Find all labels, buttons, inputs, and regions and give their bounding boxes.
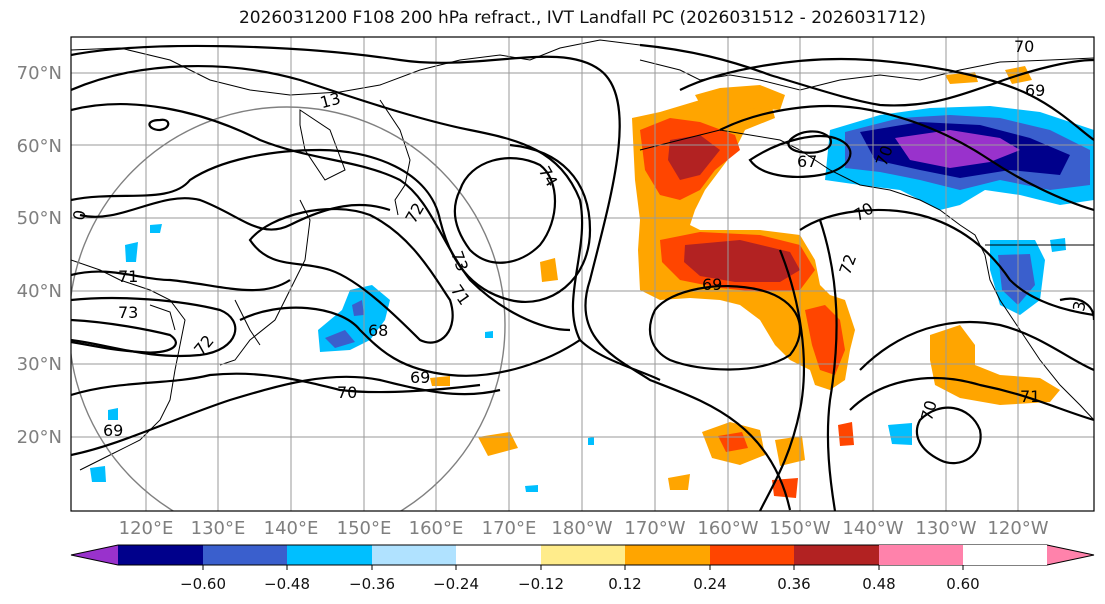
lon-label: 120°E: [119, 518, 174, 539]
colorbar-tick-label: 0.12: [608, 575, 641, 593]
map-title: 2026031200 F108 200 hPa refract., IVT La…: [238, 8, 926, 28]
colorbar-outline: [70, 544, 1095, 566]
lon-label: 160°E: [409, 518, 464, 539]
ivt-negative-lightblue-region: [108, 408, 118, 420]
colorbar-tick-label: 0.36: [777, 575, 810, 593]
colorbar-segment: [118, 545, 203, 565]
colorbar-tick-label: 0.48: [862, 575, 895, 593]
lon-label: 130°W: [915, 518, 976, 539]
ivt-positive-orange-region: [540, 258, 558, 282]
ivt-negative-lightblue-region: [485, 331, 493, 338]
lat-label: 70°N: [17, 63, 62, 84]
ivt-negative-blue-region: [325, 330, 355, 348]
latitude-labels: 70°N 60°N 50°N 40°N 30°N 20°N: [17, 63, 62, 448]
colorbar-segment: [879, 545, 963, 565]
colorbar-tick-label: 0.60: [946, 575, 979, 593]
colorbar-segment: [710, 545, 794, 565]
colorbar-segment: [625, 545, 710, 565]
ivt-positive-darkred-region: [684, 240, 800, 282]
contours: [71, 43, 1094, 511]
contour-label: 68: [368, 321, 388, 340]
colorbar-min-extension: [71, 545, 118, 565]
ivt-negative-blue-region: [352, 300, 364, 316]
contour-label: 69: [702, 275, 722, 294]
lon-label: 170°E: [482, 518, 537, 539]
lon-label: 140°E: [264, 518, 319, 539]
longitude-labels: 120°E 130°E 140°E 150°E 160°E 170°E 180°…: [119, 518, 1049, 539]
colorbar-segment: [541, 545, 625, 565]
colorbar-tick-label: −0.36: [349, 575, 395, 593]
lat-label: 20°N: [17, 427, 62, 448]
colorbar-segment: [794, 545, 879, 565]
contour-label: 71: [1020, 387, 1040, 406]
lon-label: 150°W: [769, 518, 830, 539]
contour-label: 13: [318, 89, 343, 113]
ivt-negative-lightblue-region: [888, 423, 912, 445]
colorbar-segment: [287, 545, 372, 565]
ivt-negative-lightblue-region: [525, 485, 538, 492]
ivt-positive-orange-region: [695, 85, 785, 110]
ivt-positive-orange-region: [478, 432, 518, 456]
lat-label: 60°N: [17, 136, 62, 157]
contour-label: 69: [1025, 81, 1045, 100]
colorbar-segment: [456, 545, 541, 565]
contour-label: 69: [410, 368, 430, 387]
colorbar-tick-marks: [202, 565, 964, 570]
reference-circle: [71, 106, 506, 511]
contour-label: 70: [337, 383, 357, 402]
map-frame: [70, 36, 1095, 512]
colorbar-segment: [372, 545, 456, 565]
ivt-positive-orange-region: [668, 474, 690, 490]
gridlines: [71, 37, 1094, 511]
contour-label: 69: [103, 421, 123, 440]
colorbar-tick-label: −0.48: [264, 575, 310, 593]
colorbar-tick-label: −0.60: [180, 575, 226, 593]
lat-label: 50°N: [17, 208, 62, 229]
lat-label: 40°N: [17, 281, 62, 302]
ivt-negative-lightblue-region: [90, 466, 106, 482]
ivt-positive-orange-region: [930, 325, 1060, 405]
colorbar: −0.60 −0.48 −0.36 −0.24 −0.12 0.12 0.24 …: [70, 544, 1095, 593]
contour-label: 73: [118, 303, 138, 322]
contour-label: 70: [1014, 37, 1034, 56]
lon-label: 140°W: [842, 518, 903, 539]
ivt-positive-red-region: [838, 422, 854, 446]
lon-label: 180°W: [551, 518, 612, 539]
ivt-positive-orange-region: [430, 376, 450, 386]
lon-label: 150°E: [337, 518, 392, 539]
colorbar-max-extension: [1047, 545, 1094, 565]
colorbar-tick-labels: −0.60 −0.48 −0.36 −0.24 −0.12 0.12 0.24 …: [180, 575, 980, 593]
colorbar-tick-label: 0.24: [693, 575, 726, 593]
contour-label: 67: [797, 152, 817, 171]
lat-label: 30°N: [17, 354, 62, 375]
colorbar-tick-label: −0.12: [518, 575, 564, 593]
ivt-negative-lightblue-region: [588, 437, 594, 445]
contour-label: 3: [1069, 299, 1089, 312]
contour-label: 70: [917, 398, 941, 423]
contour-label: 0: [69, 209, 89, 222]
ivt-positive-darkred-region: [668, 135, 720, 180]
ivt-negative-lightblue-region: [125, 242, 138, 262]
lon-label: 130°E: [191, 518, 246, 539]
lon-label: 160°W: [697, 518, 758, 539]
lon-label: 120°W: [987, 518, 1048, 539]
ivt-positive-orange-region: [775, 436, 805, 466]
ivt-positive-red-region: [772, 478, 798, 498]
colorbar-segment: [203, 545, 287, 565]
ivt-negative-lightblue-region: [150, 224, 162, 233]
colorbar-segment: [963, 545, 1047, 565]
lon-label: 170°W: [624, 518, 685, 539]
colorbar-tick-label: −0.24: [433, 575, 479, 593]
contour-label: 71: [118, 267, 138, 286]
